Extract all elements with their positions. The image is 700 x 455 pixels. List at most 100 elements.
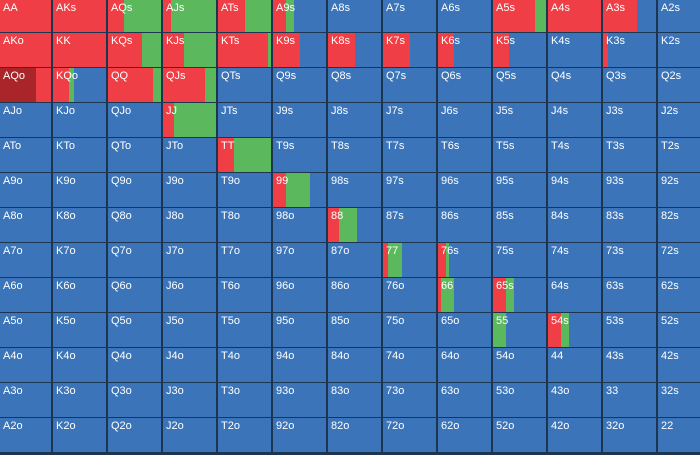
hand-cell-76o[interactable]: 76o <box>383 278 437 313</box>
hand-cell-k3s[interactable]: K3s <box>603 33 657 68</box>
hand-cell-87o[interactable]: 87o <box>328 243 382 278</box>
hand-cell-42s[interactable]: 42s <box>658 348 700 383</box>
hand-cell-a2s[interactable]: A2s <box>658 0 700 33</box>
hand-cell-33[interactable]: 33 <box>603 383 657 418</box>
hand-cell-t3o[interactable]: T3o <box>218 383 272 418</box>
hand-cell-a6s[interactable]: A6s <box>438 0 492 33</box>
hand-cell-j7o[interactable]: J7o <box>163 243 217 278</box>
hand-cell-jj[interactable]: JJ <box>163 103 217 138</box>
hand-cell-ato[interactable]: ATo <box>0 138 52 173</box>
hand-cell-j5s[interactable]: J5s <box>493 103 547 138</box>
hand-cell-q7o[interactable]: Q7o <box>108 243 162 278</box>
hand-cell-t4s[interactable]: T4s <box>548 138 602 173</box>
hand-cell-k6s[interactable]: K6s <box>438 33 492 68</box>
hand-cell-kts[interactable]: KTs <box>218 33 272 68</box>
hand-cell-95s[interactable]: 95s <box>493 173 547 208</box>
hand-cell-82o[interactable]: 82o <box>328 418 382 453</box>
hand-cell-95o[interactable]: 95o <box>273 313 327 348</box>
hand-cell-j6o[interactable]: J6o <box>163 278 217 313</box>
hand-cell-86o[interactable]: 86o <box>328 278 382 313</box>
hand-cell-44[interactable]: 44 <box>548 348 602 383</box>
hand-cell-j3o[interactable]: J3o <box>163 383 217 418</box>
hand-cell-98o[interactable]: 98o <box>273 208 327 243</box>
hand-cell-kto[interactable]: KTo <box>53 138 107 173</box>
hand-cell-72o[interactable]: 72o <box>383 418 437 453</box>
hand-cell-q2o[interactable]: Q2o <box>108 418 162 453</box>
hand-cell-86s[interactable]: 86s <box>438 208 492 243</box>
hand-cell-94s[interactable]: 94s <box>548 173 602 208</box>
hand-cell-32o[interactable]: 32o <box>603 418 657 453</box>
hand-cell-a8s[interactable]: A8s <box>328 0 382 33</box>
hand-cell-a5s[interactable]: A5s <box>493 0 547 33</box>
hand-cell-kk[interactable]: KK <box>53 33 107 68</box>
hand-cell-k5s[interactable]: K5s <box>493 33 547 68</box>
hand-cell-53s[interactable]: 53s <box>603 313 657 348</box>
hand-cell-k2o[interactable]: K2o <box>53 418 107 453</box>
hand-cell-54s[interactable]: 54s <box>548 313 602 348</box>
hand-cell-kjs[interactable]: KJs <box>163 33 217 68</box>
hand-cell-t6o[interactable]: T6o <box>218 278 272 313</box>
hand-cell-63o[interactable]: 63o <box>438 383 492 418</box>
hand-cell-t7o[interactable]: T7o <box>218 243 272 278</box>
hand-cell-t6s[interactable]: T6s <box>438 138 492 173</box>
hand-cell-j4s[interactable]: J4s <box>548 103 602 138</box>
hand-cell-j2o[interactable]: J2o <box>163 418 217 453</box>
hand-cell-73o[interactable]: 73o <box>383 383 437 418</box>
hand-cell-q7s[interactable]: Q7s <box>383 68 437 103</box>
hand-cell-q8o[interactable]: Q8o <box>108 208 162 243</box>
hand-cell-a7s[interactable]: A7s <box>383 0 437 33</box>
hand-cell-85s[interactable]: 85s <box>493 208 547 243</box>
hand-cell-98s[interactable]: 98s <box>328 173 382 208</box>
hand-cell-62s[interactable]: 62s <box>658 278 700 313</box>
hand-cell-j9s[interactable]: J9s <box>273 103 327 138</box>
hand-cell-96o[interactable]: 96o <box>273 278 327 313</box>
hand-cell-ats[interactable]: ATs <box>218 0 272 33</box>
hand-cell-85o[interactable]: 85o <box>328 313 382 348</box>
hand-cell-k8s[interactable]: K8s <box>328 33 382 68</box>
hand-cell-65o[interactable]: 65o <box>438 313 492 348</box>
hand-cell-t2o[interactable]: T2o <box>218 418 272 453</box>
hand-cell-92o[interactable]: 92o <box>273 418 327 453</box>
hand-cell-kjo[interactable]: KJo <box>53 103 107 138</box>
hand-cell-a5o[interactable]: A5o <box>0 313 52 348</box>
hand-cell-jto[interactable]: JTo <box>163 138 217 173</box>
hand-cell-q4o[interactable]: Q4o <box>108 348 162 383</box>
hand-cell-62o[interactable]: 62o <box>438 418 492 453</box>
hand-cell-qjo[interactable]: QJo <box>108 103 162 138</box>
hand-cell-43s[interactable]: 43s <box>603 348 657 383</box>
hand-cell-a4s[interactable]: A4s <box>548 0 602 33</box>
hand-cell-88[interactable]: 88 <box>328 208 382 243</box>
hand-cell-k7o[interactable]: K7o <box>53 243 107 278</box>
hand-cell-92s[interactable]: 92s <box>658 173 700 208</box>
hand-cell-t7s[interactable]: T7s <box>383 138 437 173</box>
hand-cell-64s[interactable]: 64s <box>548 278 602 313</box>
hand-cell-t5o[interactable]: T5o <box>218 313 272 348</box>
hand-cell-93o[interactable]: 93o <box>273 383 327 418</box>
hand-cell-j8o[interactable]: J8o <box>163 208 217 243</box>
hand-cell-q3s[interactable]: Q3s <box>603 68 657 103</box>
hand-cell-q5s[interactable]: Q5s <box>493 68 547 103</box>
hand-cell-65s[interactable]: 65s <box>493 278 547 313</box>
hand-cell-83s[interactable]: 83s <box>603 208 657 243</box>
hand-cell-99[interactable]: 99 <box>273 173 327 208</box>
hand-cell-a3s[interactable]: A3s <box>603 0 657 33</box>
hand-cell-42o[interactable]: 42o <box>548 418 602 453</box>
hand-cell-j2s[interactable]: J2s <box>658 103 700 138</box>
hand-cell-64o[interactable]: 64o <box>438 348 492 383</box>
hand-cell-aa[interactable]: AA <box>0 0 52 33</box>
hand-cell-k4s[interactable]: K4s <box>548 33 602 68</box>
hand-cell-75s[interactable]: 75s <box>493 243 547 278</box>
hand-cell-kqs[interactable]: KQs <box>108 33 162 68</box>
hand-cell-54o[interactable]: 54o <box>493 348 547 383</box>
hand-cell-j5o[interactable]: J5o <box>163 313 217 348</box>
hand-cell-96s[interactable]: 96s <box>438 173 492 208</box>
hand-cell-q8s[interactable]: Q8s <box>328 68 382 103</box>
hand-cell-a8o[interactable]: A8o <box>0 208 52 243</box>
hand-cell-aks[interactable]: AKs <box>53 0 107 33</box>
hand-cell-k6o[interactable]: K6o <box>53 278 107 313</box>
hand-cell-73s[interactable]: 73s <box>603 243 657 278</box>
hand-cell-j7s[interactable]: J7s <box>383 103 437 138</box>
hand-cell-t8s[interactable]: T8s <box>328 138 382 173</box>
hand-cell-k4o[interactable]: K4o <box>53 348 107 383</box>
hand-cell-63s[interactable]: 63s <box>603 278 657 313</box>
